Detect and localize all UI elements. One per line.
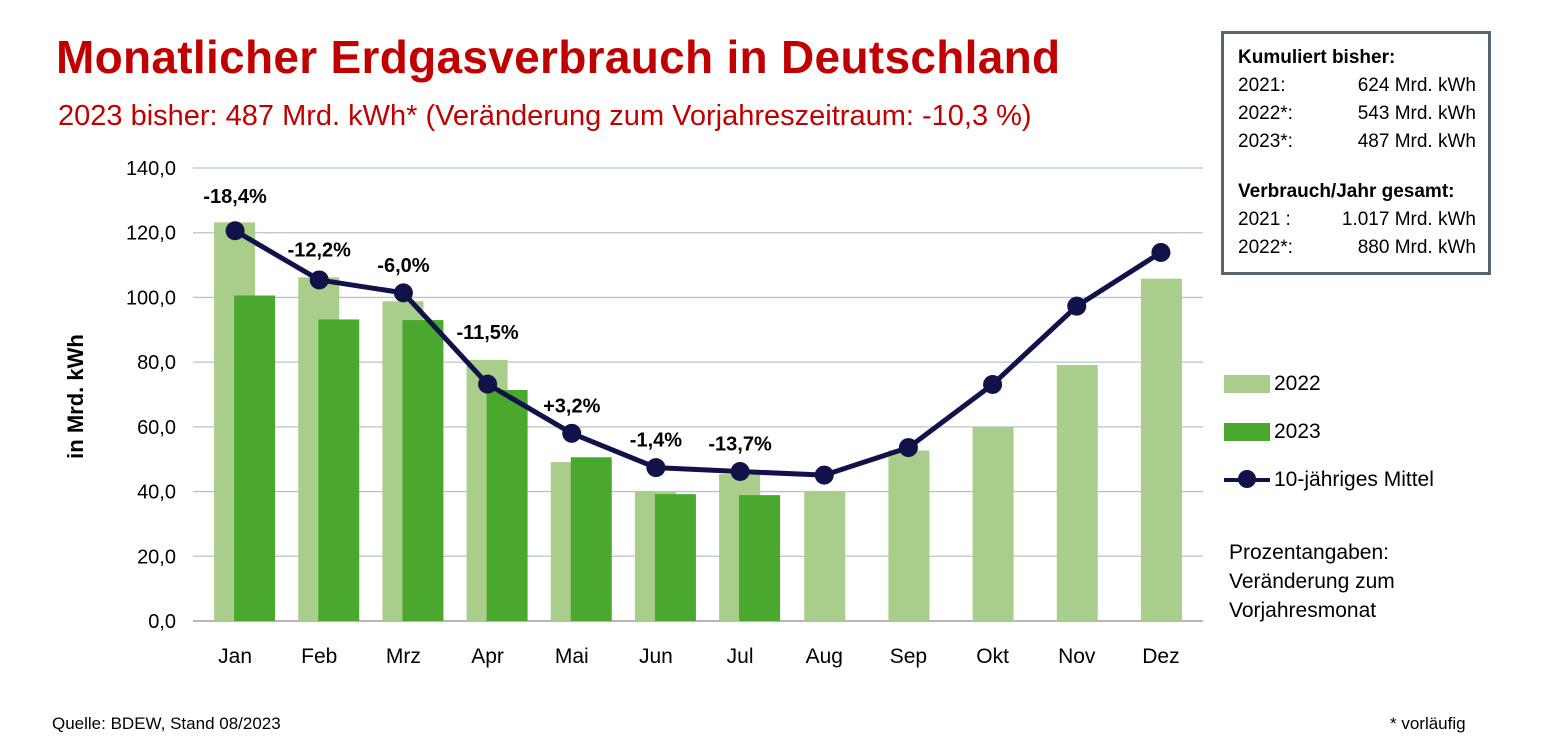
cumulative-row: 2021: 624 Mrd. kWh [1238,72,1476,100]
bar-2023 [402,320,444,621]
y-tick-label: 60,0 [137,417,176,439]
percent-label: -18,4% [203,186,267,208]
mean-line [233,228,1163,478]
x-tick-label: Apr [471,645,504,668]
note-line: Prozentangaben: [1229,541,1389,564]
chart-subtitle: 2023 bisher: 487 Mrd. kWh* (Veränderung … [58,100,1032,132]
y-tick-label: 80,0 [137,352,176,374]
bar-2023 [739,495,781,621]
mean-point [478,374,498,394]
mean-point [646,458,666,478]
mean-point [562,423,582,443]
y-tick-label: 20,0 [137,546,176,568]
percent-label: -11,5% [456,322,518,344]
annual-label: 2022*: [1238,237,1293,258]
cumulative-label: 2022*: [1238,103,1293,124]
percent-label: -6,0% [377,255,429,277]
legend-swatch-2023 [1224,423,1270,441]
mean-point [814,465,834,485]
x-tick-label: Jan [218,645,252,668]
footnote: * vorläufig [1390,714,1466,733]
x-tick-label: Aug [806,645,843,668]
mean-point [309,270,329,290]
x-tick-label: Jun [639,645,673,668]
note-line: Veränderung zum [1229,570,1395,593]
annual-value: 880 Mrd. kWh [1357,237,1476,258]
mean-point [983,374,1003,394]
y-tick-label: 40,0 [137,482,176,504]
legend-swatch-2022 [1224,375,1270,393]
annual-row: 2021 : 1.017 Mrd. kWh [1238,206,1476,234]
mean-point [1151,242,1171,262]
y-tick-label: 100,0 [126,287,176,309]
y-tick-label: 120,0 [126,223,176,245]
legend-label-2023: 2023 [1274,420,1321,443]
bar-2023 [654,494,696,621]
legend-item-2022: 2022 [1224,360,1434,408]
x-tick-label: Mrz [386,645,421,668]
bar-2022 [1056,365,1098,621]
legend-item-2023: 2023 [1224,408,1434,456]
cumulative-value: 543 Mrd. kWh [1357,103,1476,124]
bar-2022 [804,491,846,621]
y-axis-title: in Mrd. kWh [63,334,88,459]
percent-label: +3,2% [543,395,600,417]
mean-point [1067,296,1087,316]
legend-item-mean: 10-jähriges Mittel [1224,456,1434,504]
cumulative-value: 624 Mrd. kWh [1357,75,1476,96]
x-tick-label: Nov [1058,645,1096,668]
percent-label: -12,2% [288,239,352,261]
percent-label: -13,7% [708,434,772,456]
bar-2023 [486,389,528,621]
annual-header: Verbrauch/Jahr gesamt: [1238,181,1455,202]
chart-title: Monatlicher Erdgasverbrauch in Deutschla… [56,31,1061,83]
x-tick-label: Jul [727,645,754,668]
bar-2023 [234,295,276,621]
x-tick-label: Dez [1142,645,1179,668]
legend-swatch-mean [1224,470,1270,490]
cumulative-value: 487 Mrd. kWh [1357,131,1476,152]
y-tick-label: 0,0 [148,611,176,633]
bar-2022 [1140,278,1182,621]
info-box: Kumuliert bisher: 2021: 624 Mrd. kWh 202… [1221,31,1491,275]
legend-label-2022: 2022 [1274,372,1321,395]
bar-2022 [888,450,930,621]
bar-2023 [318,319,360,621]
annual-row: 2022*: 880 Mrd. kWh [1238,234,1476,262]
mean-point [225,221,245,241]
chart-legend: 2022 2023 10-jähriges Mittel [1224,360,1434,504]
cumulative-row: 2022*: 543 Mrd. kWh [1238,100,1476,128]
legend-label-mean: 10-jähriges Mittel [1274,468,1434,491]
x-tick-label: Mai [555,645,589,668]
y-tick-label: 140,0 [126,158,176,180]
annual-value: 1.017 Mrd. kWh [1341,209,1476,230]
x-tick-label: Sep [890,645,927,668]
percent-note: Prozentangaben: Veränderung zum Vorjahre… [1229,538,1395,625]
cumulative-label: 2023*: [1238,131,1293,152]
source-note: Quelle: BDEW, Stand 08/2023 [52,714,281,733]
mean-point [730,462,750,482]
annual-label: 2021 : [1238,209,1291,230]
bar-2023 [570,457,612,621]
bar-2022 [972,427,1014,621]
cumulative-label: 2021: [1238,75,1286,96]
mean-point [898,438,918,458]
cumulative-row: 2023*: 487 Mrd. kWh [1238,128,1476,156]
mean-point [393,283,413,303]
x-tick-label: Okt [976,645,1009,668]
note-line: Vorjahresmonat [1229,599,1377,622]
x-tick-label: Feb [301,645,337,668]
percent-label: -1,4% [630,430,682,452]
cumulative-header: Kumuliert bisher: [1238,47,1396,68]
